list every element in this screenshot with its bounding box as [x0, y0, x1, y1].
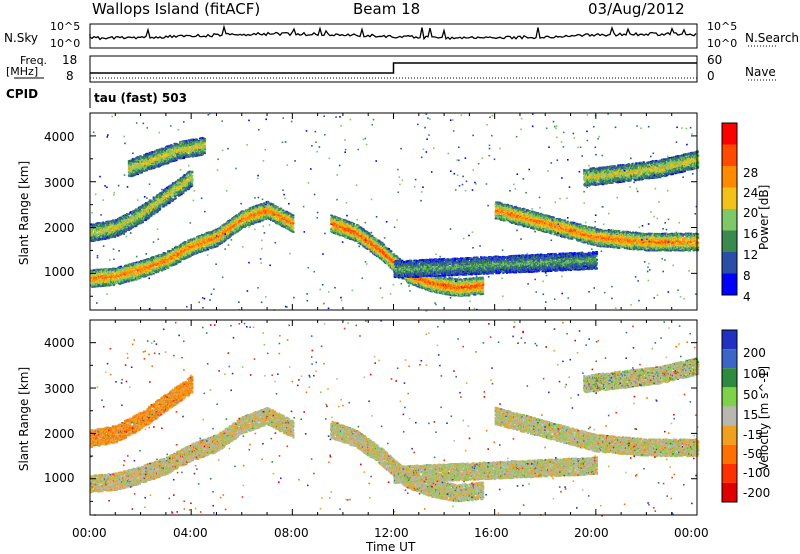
power-cell — [110, 282, 112, 284]
power-cell — [113, 285, 115, 287]
power-cell — [104, 282, 106, 284]
power-cell — [120, 266, 122, 268]
power-cell — [100, 269, 102, 271]
power-heatmap-cells — [90, 113, 699, 311]
rti-plot — [0, 0, 800, 554]
power-cell — [93, 286, 95, 288]
